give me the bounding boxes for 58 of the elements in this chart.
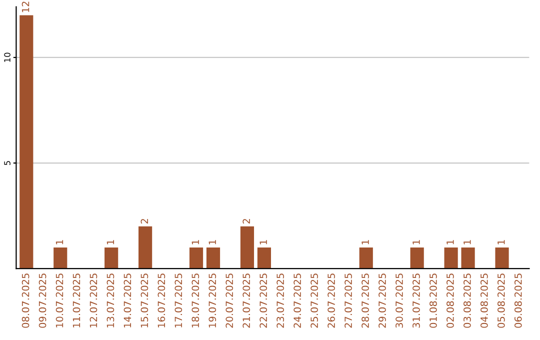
- x-tick-label: 08.07.2025: [22, 274, 30, 328]
- y-tick-label: 5: [4, 161, 10, 166]
- x-tick-label: 22.07.2025: [260, 274, 268, 328]
- bar: [20, 15, 34, 269]
- x-tick-label: 13.07.2025: [106, 274, 114, 328]
- x-tick-label: 03.08.2025: [464, 274, 471, 328]
- x-tick-label: 31.07.2025: [412, 274, 420, 328]
- x-tick-label: 27.07.2025: [344, 274, 352, 328]
- x-tick-label: 17.07.2025: [174, 274, 182, 328]
- x-tick-label: 14.07.2025: [124, 274, 132, 328]
- x-tick-label: 18.07.2025: [192, 274, 200, 328]
- x-tick-label: 04.08.2025: [480, 274, 488, 328]
- x-tick-label: 10.07.2025: [56, 274, 64, 328]
- x-tick-label: 15.07.2025: [140, 274, 148, 328]
- bar: [206, 247, 220, 269]
- data-label: 1: [362, 240, 369, 244]
- x-tick-label: 01.08.2025: [430, 274, 437, 328]
- y-tick-label: 10: [4, 52, 10, 62]
- data-label: 1: [412, 240, 420, 244]
- bar: [359, 247, 373, 269]
- x-tick-label: 26.07.2025: [328, 274, 335, 328]
- bar: [461, 247, 475, 269]
- x-tick-label: 16.07.2025: [158, 274, 166, 328]
- data-label: 12: [22, 2, 30, 12]
- x-tick-label: 12.07.2025: [90, 274, 98, 328]
- bar: [240, 226, 254, 269]
- data-label: 1: [464, 240, 471, 244]
- bar: [410, 247, 424, 269]
- bar: [444, 247, 458, 269]
- x-tick-label: 11.07.2025: [72, 274, 80, 328]
- x-tick-label: 02.08.2025: [446, 274, 454, 328]
- bar: [104, 247, 118, 269]
- data-label: 1: [260, 240, 267, 244]
- bar: [189, 247, 204, 269]
- x-tick-label: 21.07.2025: [242, 274, 250, 328]
- data-label: 2: [242, 219, 250, 224]
- x-tick-label: 29.07.2025: [378, 274, 386, 328]
- x-tick-label: 09.07.2025: [38, 274, 46, 328]
- x-tick-label: 19.07.2025: [208, 274, 216, 328]
- data-label: 1: [208, 240, 216, 244]
- bar: [495, 247, 509, 269]
- bar: [257, 247, 271, 269]
- x-tick-label: 20.07.2025: [226, 274, 234, 328]
- data-label: 2: [140, 219, 148, 224]
- data-label: 1: [446, 240, 454, 244]
- bar: [54, 247, 68, 269]
- x-tick-label: 25.07.2025: [310, 274, 318, 328]
- x-tick-label: 30.07.2025: [396, 274, 403, 328]
- x-tick-label: 23.07.2025: [276, 274, 284, 328]
- data-label: 1: [192, 240, 199, 244]
- x-tick-label: 24.07.2025: [294, 274, 301, 328]
- x-tick-label: 28.07.2025: [362, 274, 369, 328]
- x-tick-label: 06.08.2025: [514, 274, 522, 328]
- data-label: 1: [56, 240, 64, 244]
- bar: [138, 226, 152, 269]
- x-tick-label: 05.08.2025: [497, 274, 505, 328]
- data-label: 1: [106, 240, 114, 244]
- data-label: 1: [498, 240, 505, 244]
